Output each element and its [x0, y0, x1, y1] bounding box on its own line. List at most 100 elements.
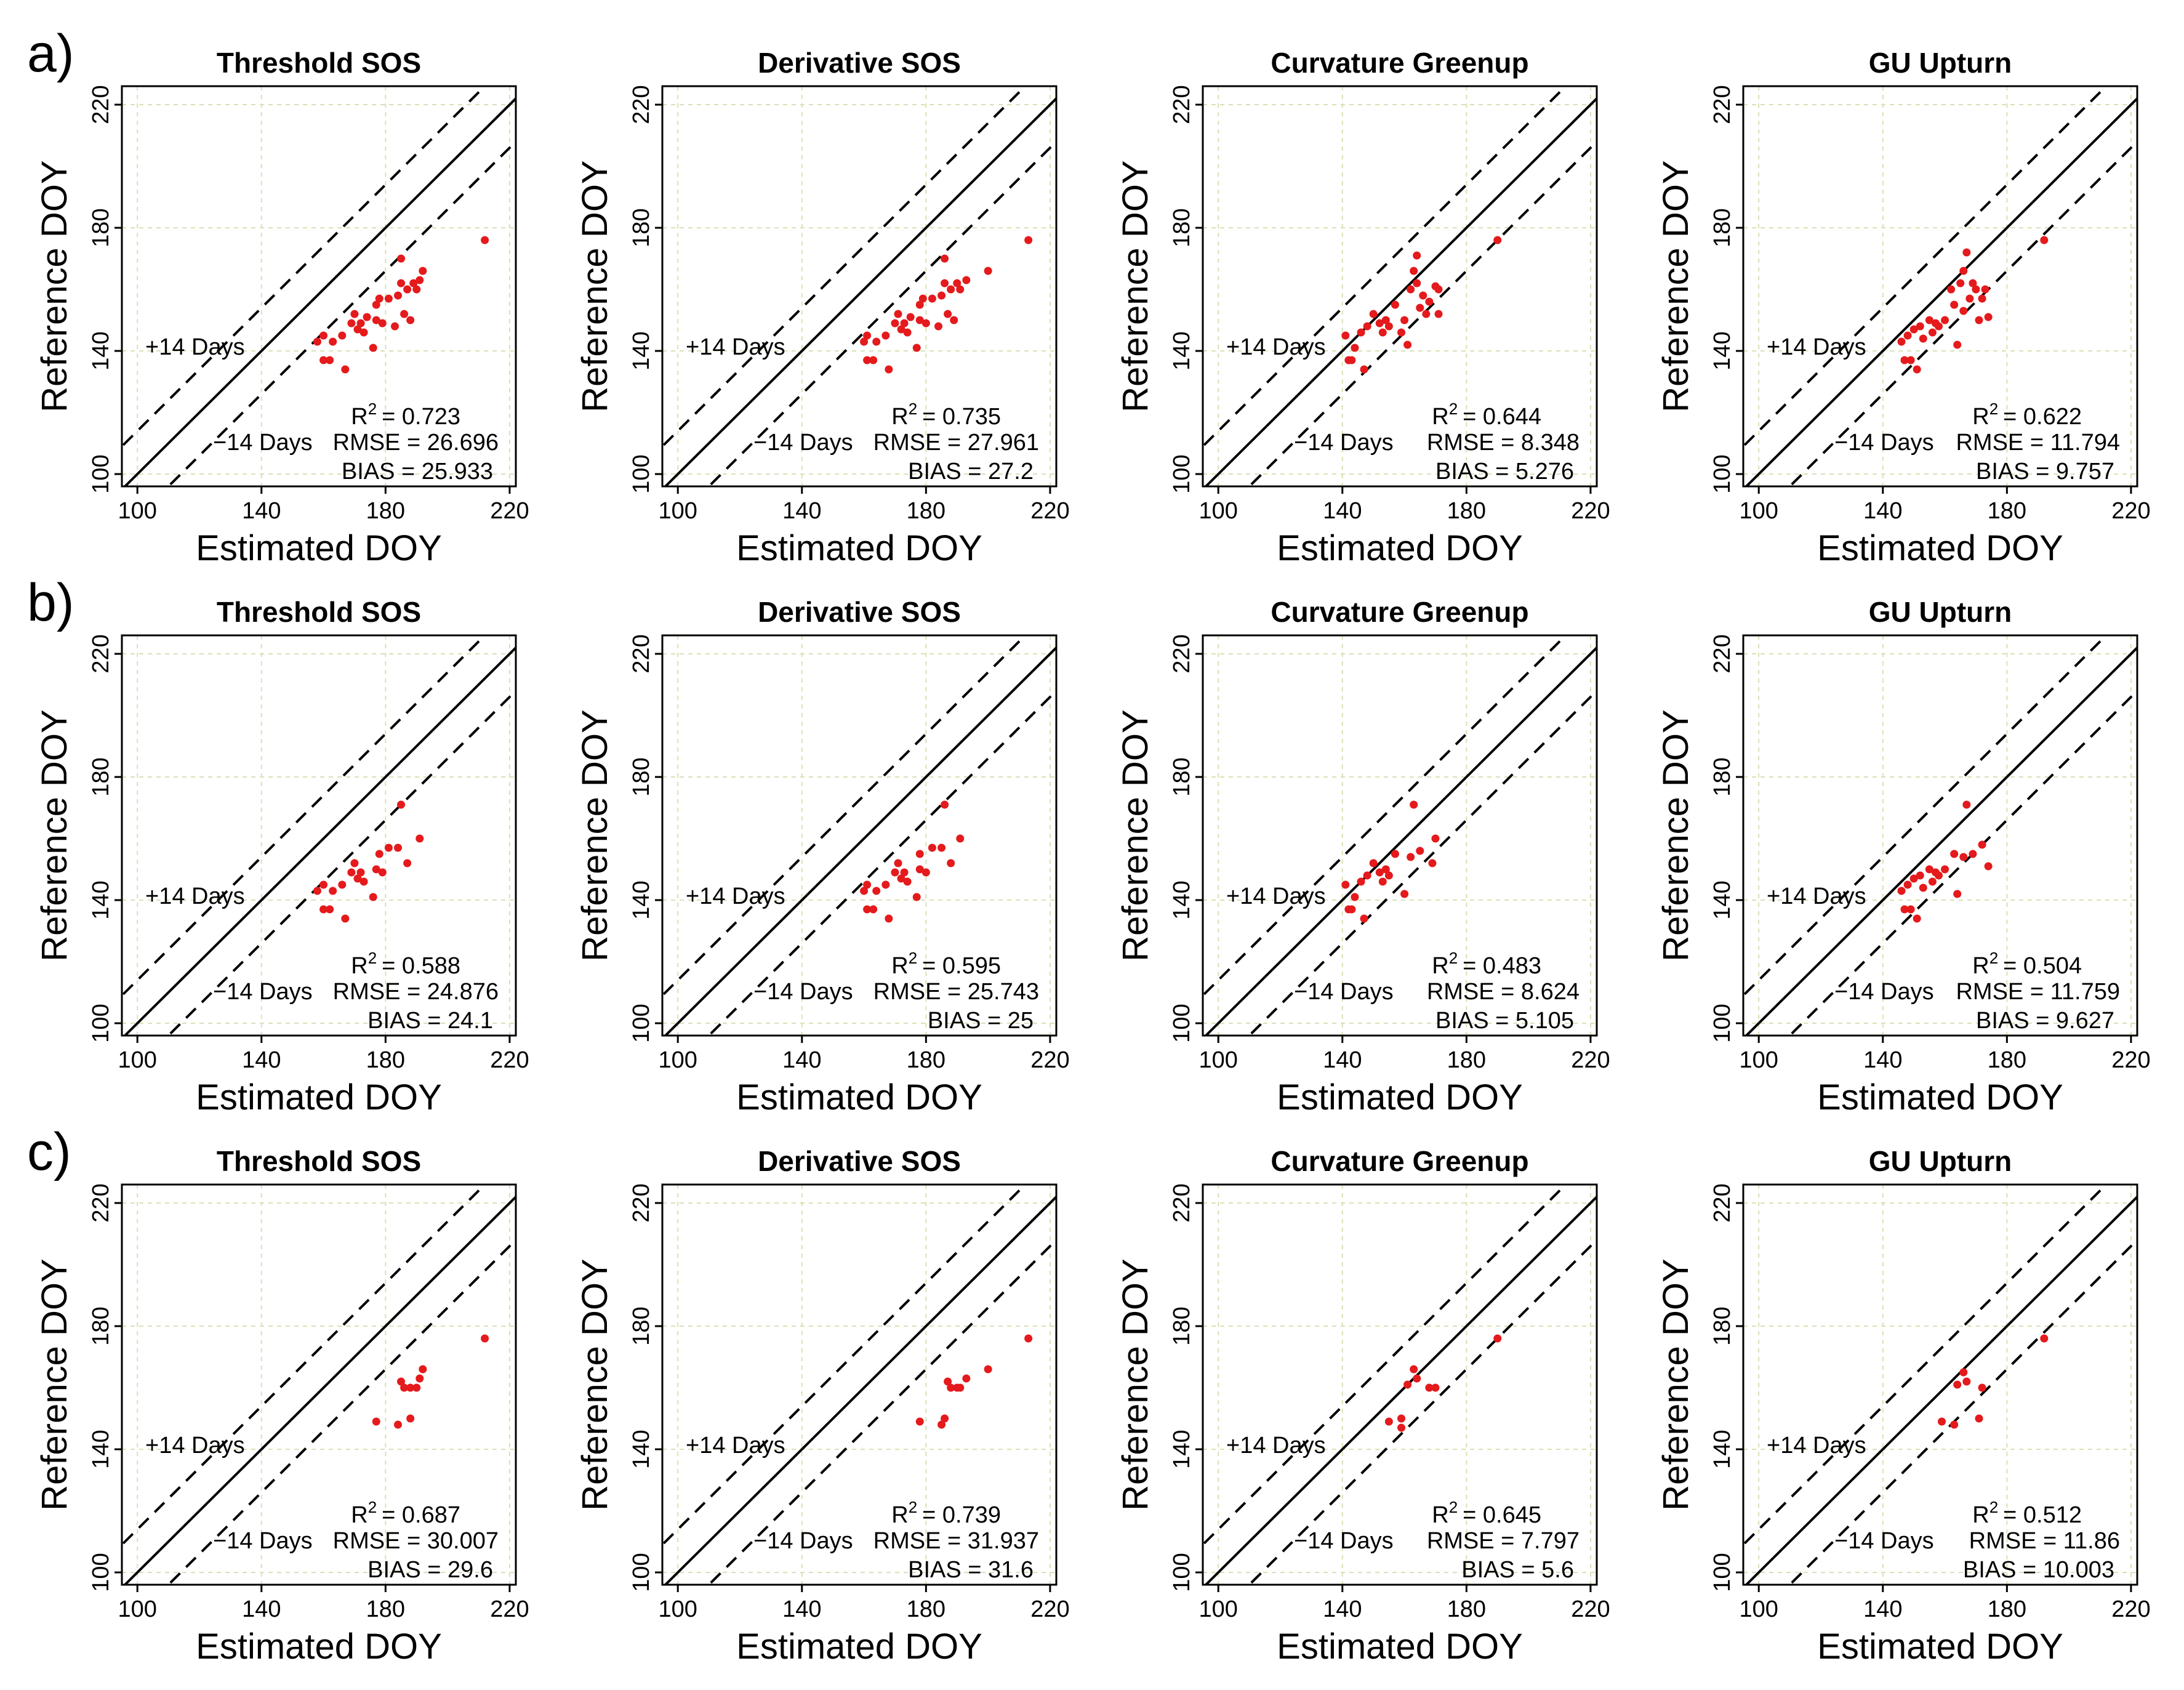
- r-squared-symbol: R: [351, 1502, 367, 1528]
- data-point: [1360, 914, 1368, 923]
- panel-title: Curvature Greenup: [1271, 596, 1528, 628]
- data-point: [937, 843, 946, 852]
- r-squared-exponent: 2: [368, 949, 377, 967]
- data-point: [369, 344, 377, 352]
- data-point: [319, 356, 328, 364]
- data-point: [400, 1383, 409, 1392]
- data-point: [1916, 322, 1924, 331]
- data-point: [1925, 865, 1933, 874]
- plot-frame: [1202, 634, 1598, 1037]
- data-point: [944, 310, 952, 318]
- x-tick-label: 140: [782, 498, 821, 524]
- reference-lines: [122, 635, 516, 1036]
- r-squared-symbol: R: [351, 953, 367, 979]
- rmse-text: RMSE = 24.876: [333, 979, 499, 1005]
- data-points: [1938, 1334, 2049, 1429]
- data-point: [326, 905, 334, 914]
- upper-band-label: +14 Days: [145, 883, 245, 909]
- data-point: [326, 356, 334, 364]
- y-tick-label: 180: [1169, 1306, 1195, 1345]
- panel-threshold-sos: Threshold SOS 100 140 180 220 100 140 180 220 Est…: [34, 596, 529, 1117]
- bias-text: BIAS = 5.6: [1461, 1557, 1574, 1583]
- x-tick-label: 140: [242, 1047, 281, 1073]
- rmse-text: RMSE = 26.696: [333, 430, 499, 456]
- data-point: [1341, 880, 1350, 889]
- plus-14-days-line: [122, 635, 487, 997]
- reference-lines: [122, 86, 516, 486]
- x-tick-label: 140: [782, 1047, 821, 1073]
- data-point: [1900, 905, 1909, 914]
- y-tick-label: 140: [1169, 880, 1195, 919]
- x-tick-label: 100: [1739, 1596, 1778, 1622]
- data-points: [372, 1334, 489, 1429]
- data-point: [353, 874, 362, 883]
- data-point: [313, 887, 321, 895]
- data-point: [1906, 905, 1915, 914]
- plot-frame: [1742, 634, 2138, 1037]
- data-point: [912, 344, 921, 352]
- bias-text: BIAS = 24.1: [367, 1008, 493, 1034]
- data-point: [1360, 365, 1368, 374]
- y-tick-label: 180: [88, 1306, 114, 1345]
- data-point: [1941, 316, 1949, 324]
- upper-band-label: +14 Days: [145, 1433, 245, 1459]
- data-point: [956, 285, 965, 294]
- data-point: [319, 331, 328, 340]
- data-point: [1493, 236, 1502, 244]
- y-axis-label: Reference DOY: [575, 160, 615, 412]
- data-point: [1397, 1414, 1406, 1423]
- data-point: [1363, 322, 1371, 331]
- data-point: [419, 1365, 427, 1374]
- data-point: [1493, 1334, 1502, 1343]
- data-point: [372, 300, 380, 309]
- data-point: [915, 300, 924, 309]
- x-axis-label: Estimated DOY: [196, 1627, 442, 1667]
- data-point: [1953, 340, 1962, 349]
- data-point: [1903, 331, 1912, 340]
- r-squared-text: R2 = 0.512: [1972, 1498, 2082, 1528]
- y-tick-label: 140: [88, 331, 114, 370]
- data-point: [1903, 880, 1912, 889]
- data-point: [1981, 285, 1989, 294]
- r-squared-exponent: 2: [1449, 949, 1458, 967]
- r-squared-text: R2 = 0.723: [351, 400, 460, 430]
- data-point: [921, 319, 930, 328]
- data-point: [1024, 236, 1033, 244]
- x-axis-label: Estimated DOY: [196, 528, 442, 568]
- data-point: [928, 843, 936, 852]
- y-tick-label: 100: [88, 1553, 114, 1591]
- panel-gu-upturn: GU Upturn 100 140 180 220 100 140 180 220 Estimat…: [1656, 596, 2151, 1117]
- bias-text: BIAS = 27.2: [908, 459, 1034, 485]
- data-point: [1431, 834, 1440, 843]
- data-point: [915, 865, 924, 874]
- data-point: [1950, 1420, 1959, 1429]
- r-squared-symbol: R: [1432, 953, 1448, 979]
- r-squared-value: = 0.483: [1463, 953, 1541, 979]
- data-point: [891, 319, 899, 328]
- data-point: [1351, 344, 1359, 352]
- x-tick-label: 100: [1198, 1047, 1237, 1073]
- data-point: [934, 322, 943, 331]
- plot-frame: [1202, 85, 1598, 488]
- data-point: [350, 310, 359, 318]
- reference-lines: [662, 635, 1056, 1036]
- x-tick-label: 140: [782, 1596, 821, 1622]
- plus-14-days-line: [1203, 635, 1568, 997]
- r-squared-exponent: 2: [909, 1498, 917, 1516]
- data-point: [1965, 294, 1974, 303]
- upper-band-label: +14 Days: [1226, 883, 1326, 909]
- data-point: [1400, 316, 1409, 324]
- plus-14-days-line: [122, 1185, 487, 1547]
- x-tick-label: 220: [1571, 498, 1610, 524]
- upper-band-label: +14 Days: [686, 883, 785, 909]
- y-tick-label: 140: [628, 1430, 654, 1468]
- x-tick-label: 180: [1988, 498, 2026, 524]
- r-squared-text: R2 = 0.595: [891, 949, 1001, 979]
- data-point: [359, 877, 368, 886]
- y-tick-label: 220: [1709, 634, 1735, 673]
- x-tick-label: 180: [1988, 1596, 2026, 1622]
- y-tick-label: 140: [1709, 1430, 1735, 1468]
- data-point: [1434, 310, 1443, 318]
- panel-title: GU Upturn: [1869, 596, 2012, 628]
